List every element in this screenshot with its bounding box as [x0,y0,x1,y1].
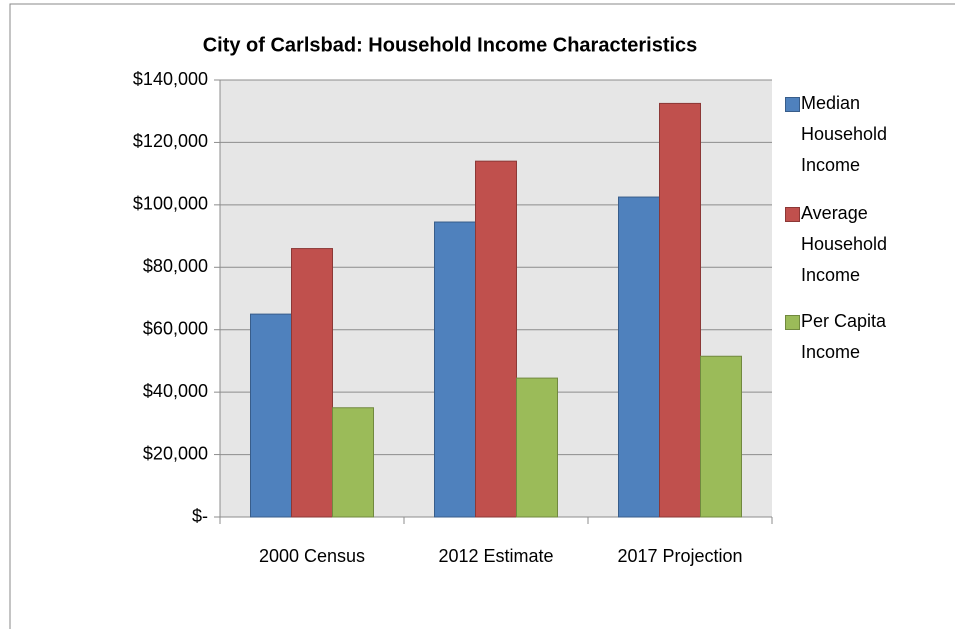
bar [618,196,660,518]
bar [516,377,558,518]
bar [434,221,476,518]
y-tick-label: $- [192,506,208,526]
legend-swatch [785,315,800,330]
bar [291,248,333,518]
legend-swatch [785,207,800,222]
bar [332,407,374,518]
legend-swatch [785,97,800,112]
chart-title: City of Carlsbad: Household Income Chara… [203,34,698,56]
bar [700,355,742,518]
x-tick-label: 2000 Census [259,546,365,566]
y-tick-label: $60,000 [143,318,208,338]
legend-label: Median Household Income [801,93,888,175]
bar [659,102,701,518]
y-tick-label: $120,000 [133,131,208,151]
x-tick-label: 2012 Estimate [438,546,553,566]
y-tick-label: $40,000 [143,381,208,401]
y-tick-label: $20,000 [143,443,208,463]
x-tick-label: 2017 Projection [617,546,742,566]
legend-label: Average Household Income [801,203,888,285]
y-tick-label: $140,000 [133,69,208,89]
bar [250,313,292,518]
legend-label: Per Capita Income [801,311,887,362]
y-tick-label: $100,000 [133,194,208,214]
y-tick-label: $80,000 [143,256,208,276]
bar [475,160,517,518]
